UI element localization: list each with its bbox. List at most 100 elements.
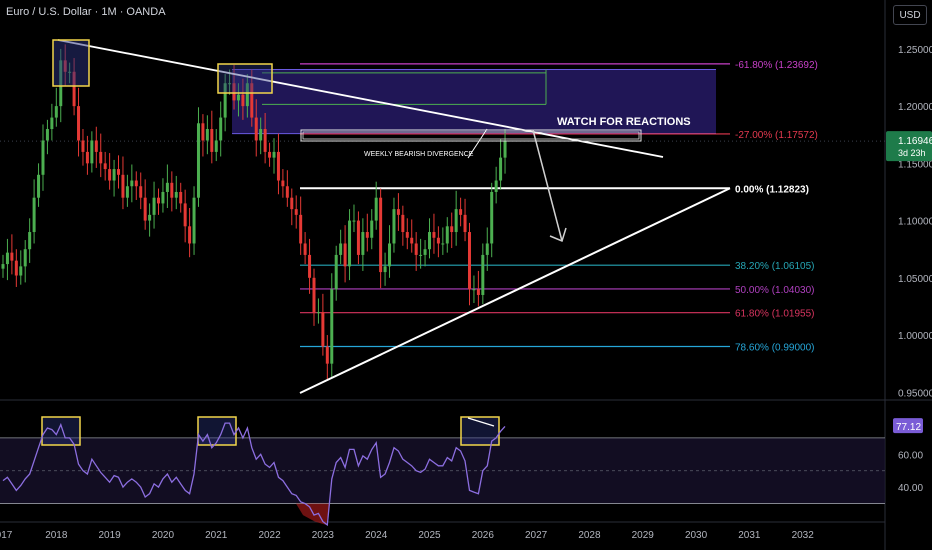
rsi-tick-label: 60.00 [898,450,923,461]
candle-body [81,140,85,152]
candle-body [401,214,405,233]
rsi-current-value: 77.12 [896,422,921,433]
candle-body [467,232,471,290]
candle-body [121,174,125,198]
time-tick-label: 2030 [685,530,708,541]
price-tick-label: 1.20000 [898,102,932,113]
fib-level-label: -61.80% (1.23692) [735,60,818,71]
candle-body [37,174,41,198]
candle-body [272,151,276,158]
candle-body [281,180,285,187]
candle-body [294,209,298,215]
candle-body [192,197,196,244]
candle-body [503,140,507,158]
candle-body [125,186,129,198]
fib-level-label: 78.60% (0.99000) [735,342,815,353]
candle-body [117,169,121,175]
watch-for-reactions-label: WATCH FOR REACTIONS [557,116,691,128]
candle-body [134,180,138,187]
candle-body [432,232,436,238]
price-tick-label: 1.25000 [898,45,932,56]
time-tick-label: 2027 [525,530,548,541]
candle-body [481,254,485,295]
candle-body [45,129,49,141]
rsi-band-fill [0,437,885,504]
candle-body [232,83,236,101]
candle-body [476,289,480,295]
reaction-zone-inner [302,131,640,140]
candle-body [392,209,396,244]
highlight-box-2018 [52,39,90,87]
rsi-tick-label: 40.00 [898,483,923,494]
candle-body [90,140,94,164]
candle-body [130,180,134,187]
time-tick-label: 2025 [418,530,441,541]
candle-body [259,129,263,141]
candle-body [148,214,152,221]
rsi-line [2,422,506,527]
candle-body [143,197,147,221]
candle-body [205,129,209,141]
rsi-highlight-box [41,416,81,446]
price-tick-label: 1.10000 [898,217,932,228]
candle-body [50,117,54,130]
time-tick-label: 2020 [152,530,175,541]
price-tick-label: 1.15000 [898,159,932,170]
candle-body [330,289,334,364]
candle-body [361,232,365,255]
fib-level-label: 0.00% (1.12823) [735,184,809,195]
candle-body [334,254,338,290]
candle-body [103,163,107,170]
candle-body [485,243,489,255]
candle-body [441,243,445,245]
candle-body [32,197,36,233]
ascending-trendline [299,187,731,394]
candle-body [250,83,254,118]
candle-body [472,289,476,291]
candle-body [161,191,165,204]
candle-body [139,186,143,198]
price-tick-label: 1.05000 [898,274,932,285]
candle-body [10,252,14,261]
chart-title: Euro / U.S. Dollar · 1M · OANDA [6,6,166,18]
current-price-badge [886,131,932,162]
candle-body [14,260,18,276]
candle-body [241,94,245,107]
fib-level-label: 38.20% (1.06105) [735,261,815,272]
currency-button[interactable]: USD [893,5,927,25]
reaction-zone-box [300,129,642,142]
current-price-countdown: 3d 23h [898,148,926,158]
fib-level-label: 50.00% (1.04030) [735,285,815,296]
candle-body [312,277,316,313]
candle-body [450,226,454,233]
candle-body [276,151,280,181]
candle-body [85,151,89,164]
candle-body [165,182,169,192]
candle-body [308,254,312,278]
candle-body [343,243,347,267]
fib-level-label: -27.00% (1.17572) [735,130,818,141]
candle-body [174,191,178,198]
candle-body [370,220,374,238]
candle-body [268,151,272,158]
price-tick-label: 0.95000 [898,388,932,399]
candle-body [494,180,498,192]
candle-body [245,83,249,107]
candle-body [94,140,98,152]
candle-body [428,232,432,250]
candle-body [365,232,369,238]
candle-body [263,129,267,152]
highlight-box-2021 [217,63,273,94]
candle-body [414,243,418,255]
candle-body [236,94,240,101]
candle-body [152,197,156,215]
candle-body [423,249,427,255]
candle-body [108,169,112,181]
candle-body [419,254,423,256]
candle-body [19,266,23,276]
candle-body [196,123,200,198]
current-price-value: 1.16946 [898,136,932,147]
candle-body [290,197,294,210]
candle-body [254,117,258,141]
candle-body [1,264,5,269]
